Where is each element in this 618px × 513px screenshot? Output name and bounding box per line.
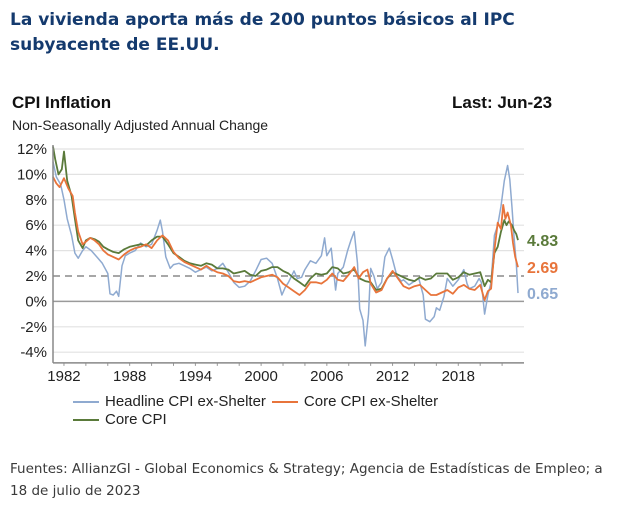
y-tick-label: 10%	[17, 166, 47, 183]
end-labels: 0.65 2.69 4.83	[527, 233, 558, 303]
legend-label: Headline CPI ex-Shelter	[105, 393, 266, 410]
x-tick-label: 1994	[179, 368, 212, 385]
y-tick-label: 12%	[17, 141, 47, 158]
legend-label: Core CPI ex-Shelter	[303, 393, 439, 410]
legend-item-headline-cpi-ex-shelter: Headline CPI ex-Shelter	[73, 393, 266, 411]
y-tick-label: -2%	[20, 319, 47, 336]
x-tick-label: 2006	[310, 368, 343, 385]
chart-last-date: Last: Jun-23	[452, 93, 553, 112]
chart-title: CPI Inflation	[12, 93, 112, 112]
x-tick-label: 1988	[113, 368, 146, 385]
chart-container: CPI Inflation Last: Jun-23 Non-Seasonall…	[0, 88, 618, 438]
legend-label: Core CPI	[105, 411, 167, 428]
series-line-headline-cpi-ex-shelter	[52, 161, 519, 347]
y-tick-label: 4%	[25, 243, 47, 260]
y-tick-label: 0%	[25, 293, 47, 310]
end-label-core-ex-shelter: 2.69	[527, 260, 558, 277]
y-tick-label: -4%	[20, 344, 47, 361]
y-tick-label: 2%	[25, 268, 47, 285]
gridlines	[53, 148, 524, 353]
legend-item-core-cpi-ex-shelter: Core CPI ex-Shelter	[271, 393, 439, 411]
y-tick-label: 8%	[25, 192, 47, 209]
source-note: Fuentes: AllianzGI - Global Economics & …	[10, 461, 603, 499]
chart-legend: Headline CPI ex-Shelter Core CPI ex-Shel…	[73, 393, 444, 429]
end-label-headline: 0.65	[527, 286, 558, 303]
series-line-core-cpi-ex-shelter	[52, 176, 519, 301]
legend-swatch-core-cpi	[73, 419, 99, 421]
series-lines	[52, 146, 519, 347]
y-axis-ticks: 12% 10% 8% 6% 4% 2% 0% -2% -4%	[17, 141, 47, 361]
page-headline: La vivienda aporta más de 200 puntos bás…	[10, 10, 515, 55]
x-axis-ticks: 1982 1988 1994 2000 2006 2012 2018	[47, 362, 503, 385]
legend-swatch-headline	[73, 401, 99, 403]
x-tick-label: 2012	[376, 368, 409, 385]
chart-plot: 12% 10% 8% 6% 4% 2% 0% -2% -4% 1982 1988 1994 2000 2…	[17, 141, 558, 385]
x-tick-label: 2018	[442, 368, 475, 385]
end-label-core-cpi: 4.83	[527, 233, 558, 250]
legend-swatch-core-ex-shelter	[271, 401, 298, 403]
series-line-core-cpi	[52, 146, 519, 291]
legend-item-core-cpi: Core CPI	[73, 411, 167, 429]
x-tick-label: 2000	[244, 368, 277, 385]
x-tick-label: 1982	[47, 368, 80, 385]
chart-subtitle: Non-Seasonally Adjusted Annual Change	[12, 117, 269, 133]
y-tick-label: 6%	[25, 217, 47, 234]
